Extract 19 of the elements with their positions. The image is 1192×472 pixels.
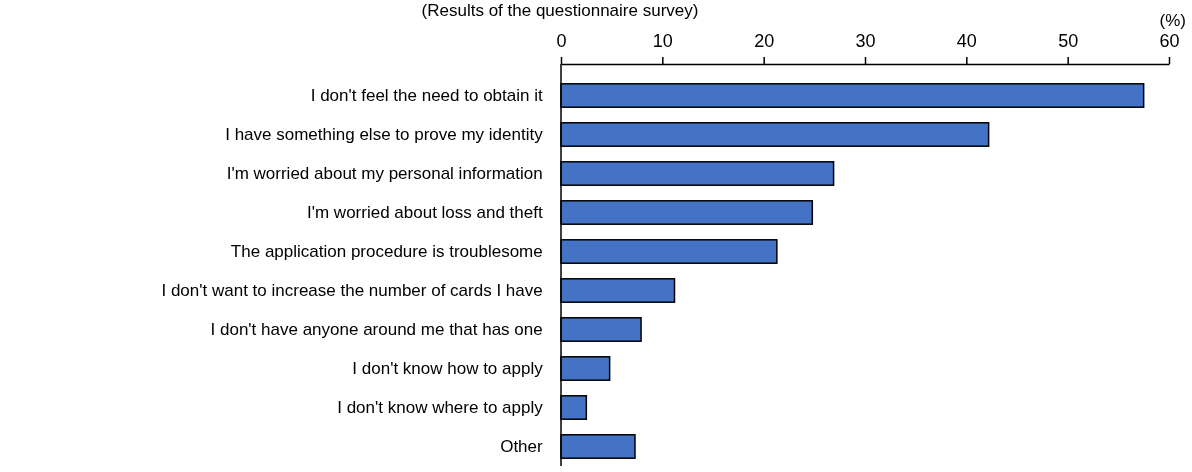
y-tick-label: I'm worried about loss and theft bbox=[307, 202, 543, 222]
chart-subtitle: (Results of the questionnaire survey) bbox=[421, 1, 699, 20]
x-tick-label: 0 bbox=[556, 30, 567, 51]
x-tick-label: 10 bbox=[652, 30, 673, 51]
x-tick-label: 60 bbox=[1159, 30, 1180, 51]
x-tick-label: 20 bbox=[754, 30, 775, 51]
x-tick-label: 30 bbox=[855, 30, 876, 51]
x-axis-title: (%) bbox=[1159, 11, 1186, 30]
y-tick-label: I don't have anyone around me that has one bbox=[210, 319, 543, 339]
x-tick-label: 40 bbox=[956, 30, 977, 51]
y-tick-label: I have something else to prove my identity bbox=[225, 124, 544, 144]
y-tick-label: I'm worried about my personal information bbox=[226, 163, 543, 183]
y-tick-label: I don't want to increase the number of cards I have bbox=[161, 280, 543, 300]
y-tick-label: Other bbox=[500, 436, 544, 456]
x-tick-label: 50 bbox=[1058, 30, 1079, 51]
y-tick-label: I don't know how to apply bbox=[352, 358, 544, 378]
y-tick-label: The application procedure is troublesome bbox=[230, 241, 543, 261]
y-tick-label: I don't feel the need to obtain it bbox=[310, 85, 543, 105]
y-tick-label: I don't know where to apply bbox=[337, 397, 544, 417]
